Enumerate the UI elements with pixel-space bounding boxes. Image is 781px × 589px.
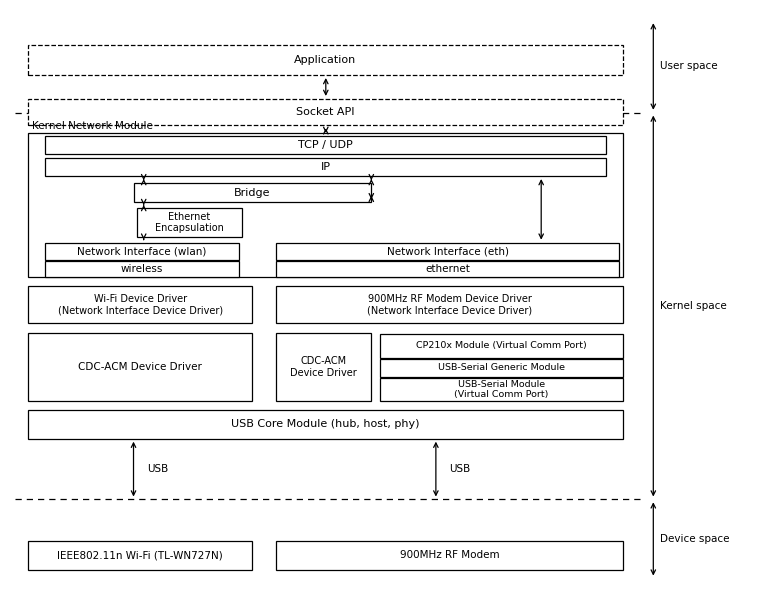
Text: IEEE802.11n Wi-Fi (TL-WN727N): IEEE802.11n Wi-Fi (TL-WN727N): [58, 550, 223, 560]
FancyBboxPatch shape: [28, 410, 622, 439]
FancyBboxPatch shape: [28, 541, 252, 570]
FancyBboxPatch shape: [28, 286, 252, 323]
Text: Wi-Fi Device Driver
(Network Interface Device Driver): Wi-Fi Device Driver (Network Interface D…: [58, 294, 223, 315]
FancyBboxPatch shape: [28, 99, 622, 125]
FancyBboxPatch shape: [380, 334, 622, 358]
FancyBboxPatch shape: [45, 261, 239, 277]
FancyBboxPatch shape: [28, 45, 622, 75]
Text: USB Core Module (hub, host, phy): USB Core Module (hub, host, phy): [231, 419, 419, 429]
Text: 900MHz RF Modem Device Driver
(Network Interface Device Driver): 900MHz RF Modem Device Driver (Network I…: [367, 294, 532, 315]
Text: CDC-ACM Device Driver: CDC-ACM Device Driver: [78, 362, 202, 372]
Text: USB: USB: [450, 464, 471, 474]
FancyBboxPatch shape: [45, 243, 239, 260]
Text: USB-Serial Generic Module: USB-Serial Generic Module: [438, 363, 565, 372]
FancyBboxPatch shape: [276, 243, 619, 260]
FancyBboxPatch shape: [276, 261, 619, 277]
Text: USB: USB: [147, 464, 169, 474]
FancyBboxPatch shape: [276, 541, 622, 570]
Text: Bridge: Bridge: [234, 188, 271, 198]
Text: TCP / UDP: TCP / UDP: [298, 140, 353, 150]
FancyBboxPatch shape: [134, 183, 371, 202]
Text: User space: User space: [660, 61, 718, 71]
Text: CDC-ACM
Device Driver: CDC-ACM Device Driver: [291, 356, 357, 378]
FancyBboxPatch shape: [45, 136, 606, 154]
Text: Network Interface (eth): Network Interface (eth): [387, 246, 508, 256]
FancyBboxPatch shape: [276, 333, 371, 401]
FancyBboxPatch shape: [45, 158, 606, 176]
Text: Kernel space: Kernel space: [660, 301, 727, 311]
Text: Ethernet
Encapsulation: Ethernet Encapsulation: [155, 211, 224, 233]
FancyBboxPatch shape: [380, 378, 622, 401]
Text: IP: IP: [320, 162, 330, 172]
Text: Application: Application: [294, 55, 357, 65]
Text: Network Interface (wlan): Network Interface (wlan): [77, 246, 207, 256]
Text: 900MHz RF Modem: 900MHz RF Modem: [400, 550, 499, 560]
Text: Device space: Device space: [660, 534, 729, 544]
FancyBboxPatch shape: [28, 133, 622, 277]
Text: ethernet: ethernet: [426, 264, 470, 274]
Text: USB-Serial Module
(Virtual Comm Port): USB-Serial Module (Virtual Comm Port): [455, 380, 548, 399]
FancyBboxPatch shape: [276, 286, 622, 323]
Text: Kernel Network Module: Kernel Network Module: [32, 121, 153, 131]
Text: CP210x Module (Virtual Comm Port): CP210x Module (Virtual Comm Port): [416, 342, 587, 350]
FancyBboxPatch shape: [137, 208, 242, 237]
Text: wireless: wireless: [121, 264, 163, 274]
FancyBboxPatch shape: [28, 333, 252, 401]
FancyBboxPatch shape: [380, 359, 622, 377]
Text: Socket API: Socket API: [296, 107, 355, 117]
